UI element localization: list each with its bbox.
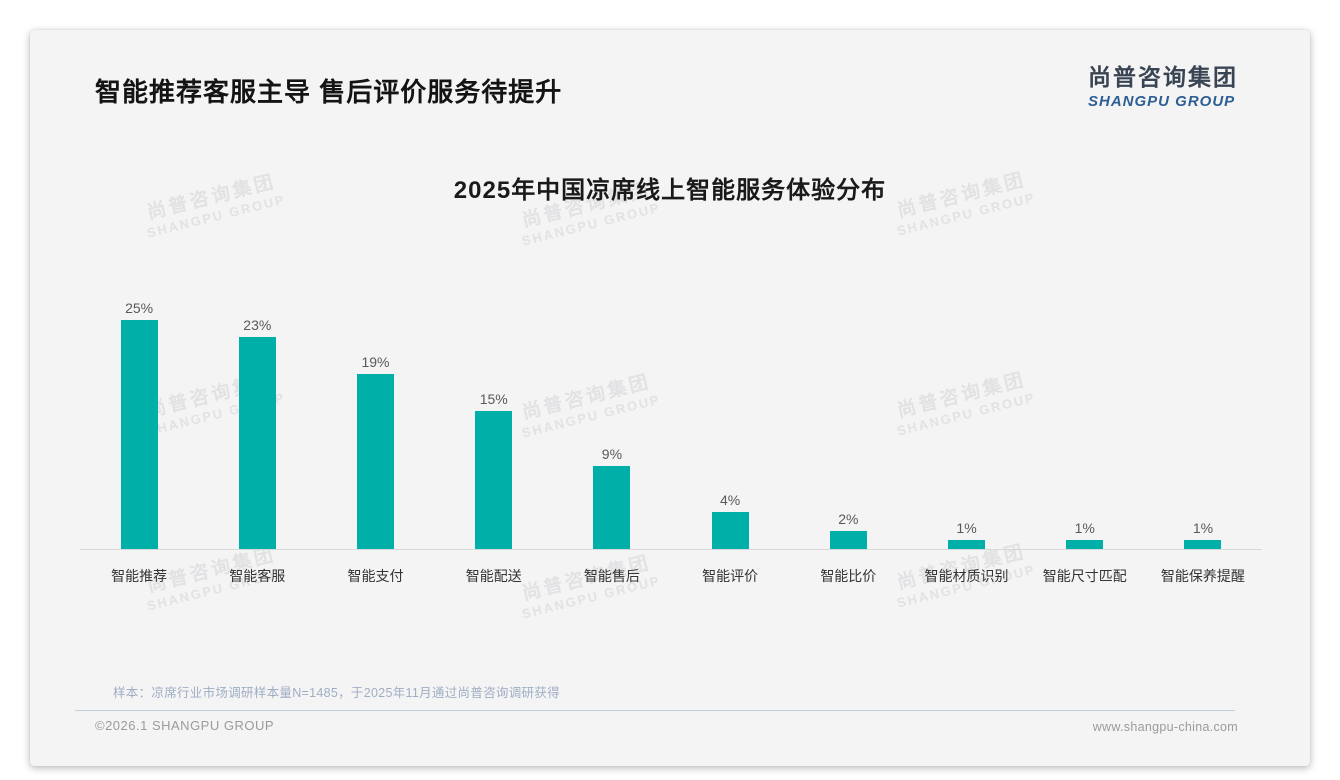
logo-chinese-text: 尚普咨询集团 [1088,64,1238,90]
category-label: 智能比价 [820,568,877,584]
bar [238,337,276,549]
bar [593,466,631,549]
category-label: 智能材质识别 [924,568,1009,584]
bar [829,530,867,549]
bar [948,539,986,549]
logo-english-text: SHANGPU GROUP [1088,93,1236,110]
bar-value-label: 23% [243,317,272,334]
bar [475,411,513,549]
company-logo: 尚普咨询集团 SHANGPU GROUP [1088,58,1238,110]
category-label: 智能客服 [229,568,286,584]
bar [711,512,749,549]
category-label: 智能评价 [702,568,759,584]
sample-footnote: 样本：凉席行业市场调研样本量N=1485，于2025年11月通过尚普咨询调研获得 [113,686,560,700]
category-label: 智能保养提醒 [1160,568,1245,584]
bar-columns: 25% 23% 19% 15% 9% 4% 2% 1% 1% 1% [80,300,1262,550]
bar-column: 15% [435,300,553,549]
bar-value-label: 1% [956,519,977,536]
page-title: 智能推荐客服主导 售后评价服务待提升 [95,77,563,107]
bar-value-label: 1% [1192,519,1214,536]
website-url: www.shangpu-china.com [1092,720,1238,734]
category-label: 智能售后 [583,568,640,584]
category-label: 智能尺寸匹配 [1042,568,1127,584]
category-label: 智能推荐 [111,568,168,584]
bar-value-label: 19% [361,354,390,371]
bar-value-label: 1% [1074,519,1095,536]
bar [357,374,394,549]
bar-value-label: 4% [720,492,741,509]
bar [1066,539,1104,549]
bar [120,320,158,549]
bar-column: 1% [1026,300,1144,549]
bar-column: 4% [671,300,789,549]
bar-column: 9% [553,300,671,549]
bar-column: 19% [316,300,434,549]
bar-column: 1% [1144,300,1262,549]
bar-column: 23% [198,300,316,549]
category-label: 智能配送 [465,568,522,584]
bar-column: 1% [907,300,1025,549]
bar-value-label: 15% [479,391,508,407]
slide-card: 尚普咨询集团 SHANGPU GROUP 尚普咨询集团 SHANGPU GROUP 尚普… [30,30,1310,766]
category-label: 智能支付 [347,568,404,584]
bar-value-label: 9% [601,446,623,463]
bar-column: 25% [80,300,198,549]
bar-column: 2% [789,300,907,549]
category-labels: 智能推荐 智能客服 智能支付 智能配送 智能售后 智能评价 智能比价 智能材质识别 智能尺寸匹配… [80,566,1262,586]
footer-divider [75,710,1235,711]
bar [1184,539,1222,549]
chart-title: 2025年中国凉席线上智能服务体验分布 [453,177,887,204]
copyright-text: ©2026.1 SHANGPU GROUP [95,718,275,733]
bar-value-label: 25% [125,300,154,316]
bar-value-label: 2% [838,510,859,527]
bar-chart: 25% 23% 19% 15% 9% 4% 2% 1% 1% 1% 智能推荐 智能客服 智能支付 智能配… [80,300,1262,586]
